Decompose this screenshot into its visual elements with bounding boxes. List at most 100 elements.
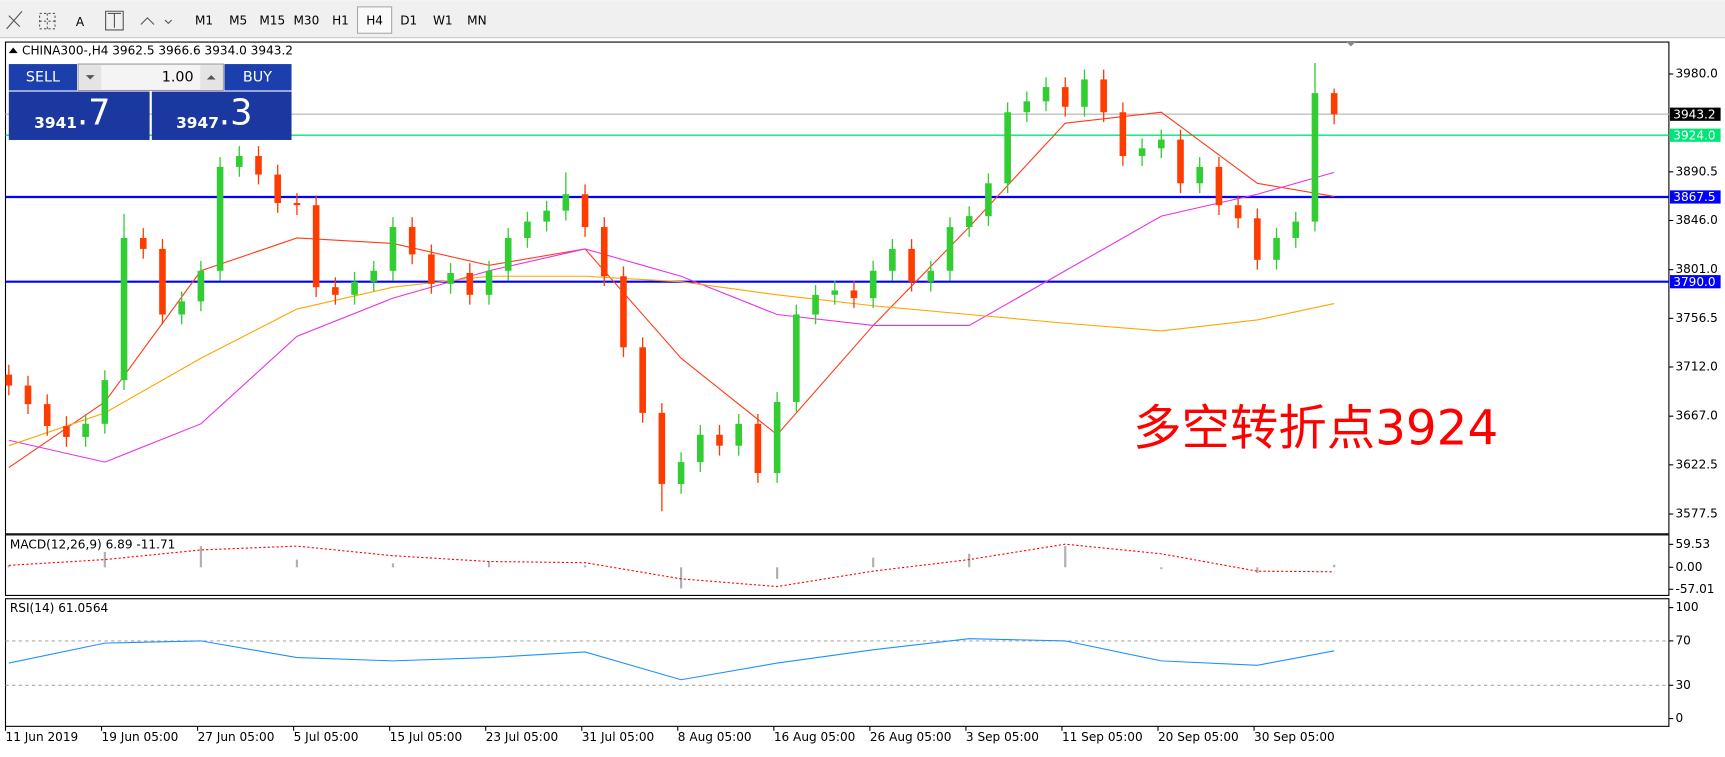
volume-box[interactable] <box>77 63 224 92</box>
candle-body <box>1177 139 1184 184</box>
candle-body <box>408 227 416 255</box>
buy-button[interactable] <box>224 64 292 91</box>
y-tick-label: 0.00 <box>1675 560 1702 574</box>
collapse-icon[interactable] <box>8 47 18 54</box>
y-tick-label: 3667.0 <box>1675 409 1717 423</box>
candle-body <box>889 248 896 271</box>
tool-icon[interactable]: A <box>76 15 85 29</box>
symbol: CHINA300-,H4 <box>22 43 109 57</box>
timeframe[interactable]: M1 <box>195 14 213 28</box>
candle-body <box>428 254 435 284</box>
candle-body <box>908 248 915 282</box>
x-tick-label: 8 Aug 05:00 <box>678 730 752 744</box>
buy-label: BUY <box>243 69 272 85</box>
x-tick-label: 3 Sep 05:00 <box>966 730 1039 744</box>
candle-body <box>927 270 935 282</box>
candle-body <box>1215 166 1223 206</box>
candle-body <box>1081 79 1088 107</box>
toolbar <box>0 0 1725 38</box>
shift-marker <box>1346 42 1356 47</box>
candle-body <box>600 227 608 277</box>
candle-body <box>370 270 378 282</box>
timeframe[interactable]: M15 <box>259 14 285 28</box>
candle-body <box>1292 221 1300 238</box>
price-label-box <box>1669 275 1721 289</box>
y-tick-label: 59.53 <box>1675 537 1710 551</box>
price-label: 3943.2 <box>1673 107 1715 121</box>
moving-average <box>8 111 1335 469</box>
candle-body <box>773 401 781 474</box>
bid-fraction: .7 <box>77 93 111 134</box>
candle-body <box>216 166 224 271</box>
timeframe[interactable]: H1 <box>332 14 349 28</box>
drawing-tools: A <box>6 10 173 31</box>
macd-bar <box>295 559 299 568</box>
candle-body <box>293 202 301 206</box>
tool-icon[interactable] <box>39 12 56 30</box>
candle-body <box>1234 205 1242 219</box>
down-arrow <box>85 75 95 80</box>
x-tick-label: 5 Jul 05:00 <box>294 730 359 744</box>
tool-icon[interactable] <box>6 10 23 30</box>
timeframe[interactable]: MN <box>467 14 486 28</box>
y-tick-label: 3712.0 <box>1675 359 1717 373</box>
bid-box[interactable] <box>8 91 150 140</box>
candle-body <box>1119 112 1127 156</box>
timeframe[interactable]: D1 <box>400 14 417 28</box>
y-tick-label: -57.01 <box>1675 582 1714 596</box>
candle-body <box>1023 101 1031 113</box>
candle-body <box>946 227 954 271</box>
price-label: 3924.0 <box>1673 128 1715 142</box>
price-label-box <box>1669 107 1721 121</box>
candle-body <box>793 314 800 402</box>
candle-body <box>159 248 166 315</box>
ask-fraction: .3 <box>219 93 253 134</box>
tool-icon[interactable] <box>105 10 124 31</box>
x-tick-label: 11 Jun 2019 <box>6 730 79 744</box>
timeframe[interactable]: W1 <box>433 14 453 28</box>
candle-body <box>197 270 205 302</box>
candle-body <box>1311 93 1319 222</box>
candle-body <box>524 221 531 238</box>
candle-body <box>677 462 685 484</box>
sell-button[interactable] <box>8 64 78 91</box>
candle-body <box>82 423 89 437</box>
ohlc: 3962.5 3966.6 3934.0 3943.2 <box>112 43 293 57</box>
macd-bar <box>487 561 491 568</box>
timeframe[interactable]: H4 <box>366 14 383 28</box>
candle-body <box>5 374 13 386</box>
candle-body <box>639 347 646 413</box>
rsi-panel <box>4 598 1670 727</box>
candle-body <box>831 290 839 295</box>
candle-body <box>120 237 128 381</box>
candle-body <box>447 272 454 284</box>
timeframe[interactable]: M30 <box>293 14 319 28</box>
macd-bar <box>872 557 875 568</box>
x-tick-label: 16 Aug 05:00 <box>774 730 856 744</box>
bid-main: 3941 <box>34 114 77 132</box>
ask-box[interactable] <box>151 91 292 140</box>
timeframe[interactable]: M5 <box>229 14 247 28</box>
x-tick-label: 26 Aug 05:00 <box>870 730 952 744</box>
macd-bar <box>968 553 971 568</box>
macd-bar <box>199 546 202 568</box>
x-tick-label: 15 Jul 05:00 <box>390 730 463 744</box>
macd-bar <box>1064 546 1067 568</box>
candle-body <box>1330 93 1338 115</box>
candle-body <box>1042 87 1050 102</box>
macd-bar <box>776 567 779 579</box>
price-label: 3790.0 <box>1673 275 1715 289</box>
candle-body <box>389 227 397 271</box>
candle-body <box>43 404 51 427</box>
volume[interactable]: 1.00 <box>162 69 194 85</box>
trade-panel: SELL 1.00 BUY 3941 .7 3947 .3 <box>8 63 292 140</box>
y-tick-label: 3577.5 <box>1675 507 1717 521</box>
tool-icon[interactable] <box>140 17 173 25</box>
candle-body <box>312 205 320 288</box>
macd-signal <box>8 543 1335 588</box>
active-timeframe[interactable] <box>356 6 393 34</box>
y-tick-label: 0 <box>1675 711 1683 725</box>
macd-bar <box>1333 564 1336 568</box>
price-label: 3867.5 <box>1673 190 1715 204</box>
